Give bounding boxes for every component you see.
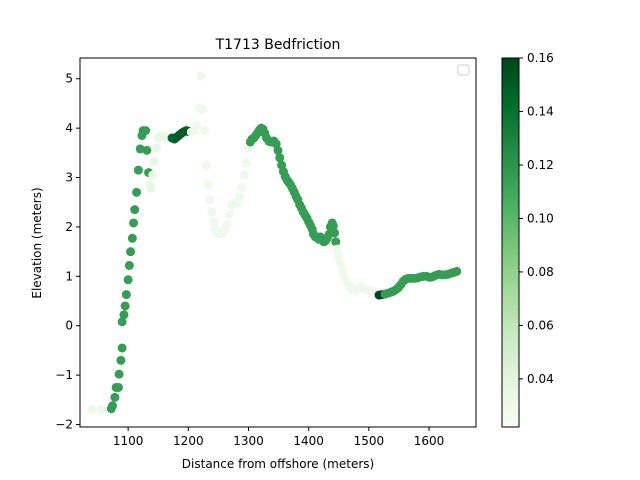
colorbar-tick-label: 0.14 [527,104,554,118]
scatter-point [222,220,231,229]
y-tick-label: −2 [55,418,73,432]
scatter-point [88,405,97,414]
legend-box [458,65,469,75]
colorbar-tick-label: 0.04 [527,372,554,386]
scatter-point [192,121,201,130]
y-axis-ticks: −2 −1 0 1 2 3 4 5 [55,72,80,432]
x-tick-label: 1300 [233,434,264,448]
scatter-point [202,161,211,170]
scatter-point [110,393,119,402]
y-tick-label: 1 [65,269,73,283]
scatter-point [141,126,150,135]
scatter-point [97,405,106,414]
scatter-point [242,158,251,167]
scatter-point [235,193,244,202]
colorbar-tick-label: 0.16 [527,51,554,65]
y-axis-label: Elevation (meters) [30,187,44,298]
scatter-point [152,143,161,152]
y-tick-label: 0 [65,319,73,333]
scatter-point [126,247,135,256]
colorbar-tick-label: 0.06 [527,318,554,332]
scatter-point [205,195,214,204]
scatter-point [108,401,117,410]
colorbar-tick-label: 0.08 [527,265,554,279]
x-axis-ticks: 1100 1200 1300 1400 1500 1600 [113,427,444,448]
scatter-point [204,180,213,189]
scatter-point [142,146,151,155]
colorbar-ticks: 0.04 0.06 0.08 0.10 0.12 0.14 0.16 [519,51,554,386]
colorbar [502,58,519,427]
x-tick-label: 1100 [113,434,144,448]
x-axis-label: Distance from offshore (meters) [182,457,374,471]
x-tick-label: 1400 [293,434,324,448]
scatter-point [147,184,156,193]
scatter-point [115,370,124,379]
scatter-point [130,205,139,214]
scatter-point [132,188,141,197]
scatter-point [452,267,461,276]
scatter-point [128,234,137,243]
colorbar-tick-label: 0.10 [527,211,554,225]
y-tick-label: 4 [65,121,73,135]
scatter-point [122,290,131,299]
scatter-point [116,356,125,365]
scatter-point [200,126,209,135]
scatter-point [237,183,246,192]
y-tick-label: 3 [65,171,73,185]
scatter-point [134,166,143,175]
scatter-point [198,105,207,114]
y-tick-label: 2 [65,220,73,234]
scatter-point [114,383,123,392]
colorbar-tick-label: 0.12 [527,158,554,172]
y-tick-label: −1 [55,368,73,382]
x-tick-label: 1500 [354,434,385,448]
scatter-point [124,275,133,284]
scatter-point [148,171,157,180]
scatter-point [196,72,205,81]
x-tick-label: 1600 [414,434,445,448]
scatter-point [129,218,138,227]
x-tick-label: 1200 [173,434,204,448]
scatter-point [121,301,130,310]
chart-title: T1713 Bedfriction [215,37,341,53]
scatter-point [125,261,134,270]
scatter-point [330,228,339,237]
scatter-points [88,72,462,414]
scatter-point [119,310,128,319]
scatter-point [118,343,127,352]
scatter-point [225,210,234,219]
scatter-point [240,171,249,180]
y-tick-label: 5 [65,72,73,86]
plot-frame [80,58,476,427]
scatter-point [150,157,159,166]
scatter-point [207,208,216,217]
